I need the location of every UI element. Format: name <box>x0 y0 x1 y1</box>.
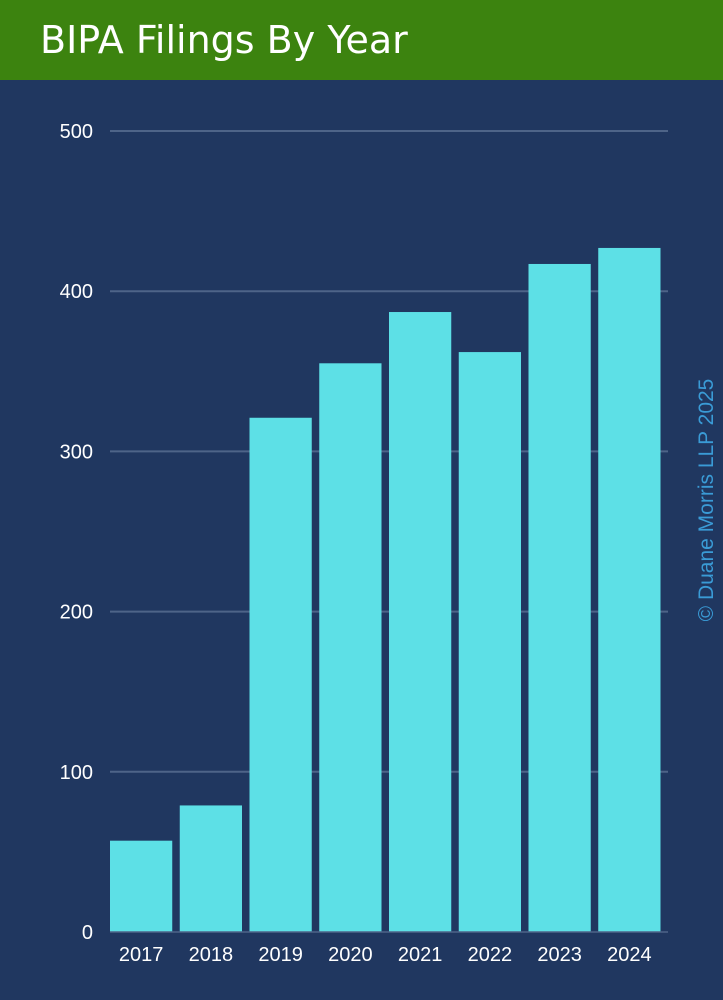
x-tick-label: 2018 <box>189 944 234 966</box>
x-tick-label: 2022 <box>468 944 513 966</box>
bar-2024 <box>598 247 661 933</box>
x-tick-label: 2020 <box>328 944 373 966</box>
bars <box>110 247 661 933</box>
x-tick-label: 2019 <box>258 944 303 966</box>
bar-2023 <box>528 263 591 932</box>
x-tick-label: 2023 <box>537 944 582 966</box>
bar-2020 <box>319 363 382 932</box>
x-axis-ticks: 2017 2018 2019 2020 2021 2022 2023 2024 <box>110 931 668 966</box>
y-tick-label: 400 <box>60 281 93 303</box>
x-tick-label: 2024 <box>607 944 652 966</box>
y-tick-label: 200 <box>60 602 93 624</box>
y-tick-label: 0 <box>82 922 93 944</box>
x-tick-label: 2017 <box>119 944 164 966</box>
bar-2021 <box>389 312 452 932</box>
copyright-notice: © Duane Morris LLP 2025 <box>695 378 718 622</box>
x-tick-label: 2021 <box>398 944 443 966</box>
bar-2018 <box>179 805 242 932</box>
chart-title: BIPA Filings By Year <box>40 18 408 62</box>
y-tick-label: 100 <box>60 762 93 784</box>
y-tick-label: 300 <box>60 441 93 463</box>
chart-area: 0 100 200 300 400 500 2017 2018 2019 2020 2021 202… <box>0 80 723 1000</box>
bar-chart: 0 100 200 300 400 500 2017 2018 2019 2020 2021 202… <box>60 121 668 966</box>
header-bar: BIPA Filings By Year <box>0 0 723 80</box>
bar-2017 <box>110 840 173 932</box>
bar-2019 <box>249 417 312 932</box>
y-axis-ticks: 0 100 200 300 400 500 <box>60 121 93 944</box>
y-tick-label: 500 <box>60 121 93 143</box>
bar-2022 <box>458 352 521 932</box>
